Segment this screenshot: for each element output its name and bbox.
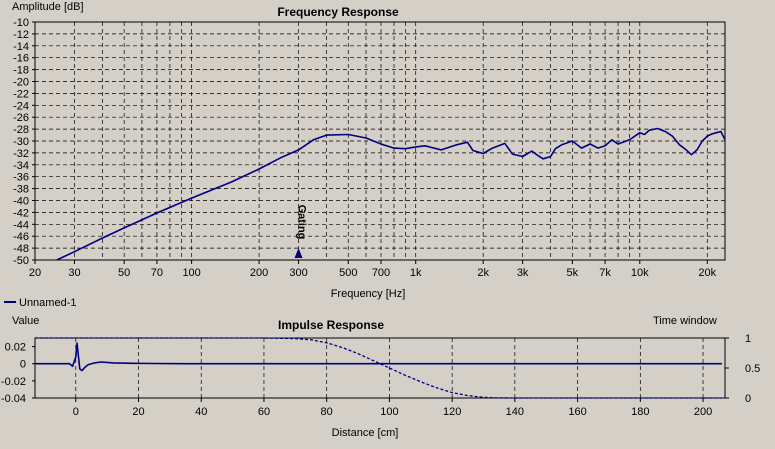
fr-x-tick-label: 3k: [517, 267, 529, 279]
ir-title: Impulse Response: [278, 318, 384, 332]
ir-x-tick-label: 20: [132, 406, 144, 418]
ir-right-tick-label: 1: [745, 333, 751, 345]
ir-right-y-ticks: 10.50: [725, 333, 760, 405]
fr-x-tick-label: 700: [372, 267, 390, 279]
fr-x-tick-label: 5k: [567, 267, 579, 279]
fr-y-tick-label: -28: [13, 124, 29, 136]
fr-y-tick-label: -42: [13, 207, 29, 219]
fr-series: [56, 127, 726, 261]
fr-x-tick-label: 2k: [477, 267, 489, 279]
fr-y-tick-label: -40: [13, 196, 29, 208]
ir-x-tick-label: 160: [568, 406, 586, 418]
fr-y-axis-label: Amplitude [dB]: [12, 1, 84, 13]
ir-right-tick-label: 0: [745, 393, 751, 405]
fr-y-tick-label: -22: [13, 88, 29, 100]
fr-x-tick-label: 100: [182, 267, 200, 279]
fr-y-ticks: -10-12-14-16-18-20-22-24-26-28-30-32-34-…: [13, 17, 35, 267]
ir-y-axis-label: Value: [12, 315, 39, 327]
gating-arrow-icon: [294, 248, 303, 258]
fr-y-tick-label: -34: [13, 160, 29, 172]
ir-x-axis-label: Distance [cm]: [332, 427, 399, 439]
fr-x-tick-label: 500: [339, 267, 357, 279]
fr-x-axis-label: Frequency [Hz]: [331, 288, 406, 300]
gating-label: Gating: [296, 205, 308, 240]
ir-x-tick-label: 0: [73, 406, 79, 418]
ir-time-window-line: [35, 337, 722, 399]
ir-x-tick-label: 180: [631, 406, 649, 418]
ir-series: [35, 337, 722, 399]
fr-y-tick-label: -10: [13, 17, 29, 29]
fr-y-tick-label: -30: [13, 136, 29, 148]
legend-label-unnamed-1: Unnamed-1: [19, 297, 76, 309]
fr-y-tick-label: -16: [13, 53, 29, 65]
gating-marker[interactable]: Gating: [294, 205, 308, 258]
fr-y-tick-label: -36: [13, 172, 29, 184]
fr-x-tick-label: 7k: [599, 267, 611, 279]
fr-x-ticks: 20 30 50 70 100 200 300 500 700 1k 2k 3k 5k 7k 10k 20k: [29, 260, 717, 279]
ir-y-tick-label: -0.02: [1, 376, 26, 388]
ir-x-tick-label: 60: [258, 406, 270, 418]
ir-y-tick-label: -0.04: [1, 393, 26, 405]
ir-right-tick-label: 0.5: [745, 363, 760, 375]
ir-x-tick-label: 80: [321, 406, 333, 418]
fr-y-tick-label: -44: [13, 219, 29, 231]
fr-y-tick-label: -20: [13, 77, 29, 89]
fr-x-tick-label: 50: [118, 267, 130, 279]
fr-y-tick-label: -26: [13, 112, 29, 124]
ir-y-ticks: 0.02 0 -0.02 -0.04: [1, 342, 35, 405]
ir-impulse-line: [35, 342, 722, 372]
ir-x-tick-label: 140: [506, 406, 524, 418]
fr-series-line: [56, 127, 726, 261]
fr-x-tick-label: 300: [289, 267, 307, 279]
fr-title: Frequency Response: [277, 5, 399, 19]
fr-x-tick-label: 30: [68, 267, 80, 279]
fr-grid: [35, 22, 725, 260]
ir-x-tick-label: 120: [443, 406, 461, 418]
fr-y-tick-label: -46: [13, 231, 29, 243]
ir-right-axis-label: Time window: [653, 315, 717, 327]
fr-y-tick-label: -48: [13, 243, 29, 255]
fr-x-tick-label: 20k: [698, 267, 716, 279]
fr-x-tick-label: 20: [29, 267, 41, 279]
fr-x-tick-label: 200: [250, 267, 268, 279]
ir-y-tick-label: 0: [20, 359, 26, 371]
ir-x-tick-label: 200: [694, 406, 712, 418]
fr-y-tick-label: -32: [13, 148, 29, 160]
fr-y-tick-label: -24: [13, 100, 29, 112]
fr-y-tick-label: -38: [13, 184, 29, 196]
fr-y-tick-label: -14: [13, 41, 29, 53]
fr-y-tick-label: -12: [13, 29, 29, 41]
ir-x-tick-label: 100: [380, 406, 398, 418]
fr-x-tick-label: 1k: [410, 267, 422, 279]
ir-y-tick-label: 0.02: [5, 342, 26, 354]
ir-x-tick-label: 40: [195, 406, 207, 418]
fr-y-tick-label: -50: [13, 255, 29, 267]
ir-x-ticks: 0 20 40 60 80 100 120 140 160 180 200: [73, 398, 712, 418]
fr-x-tick-label: 10k: [631, 267, 649, 279]
fr-y-tick-label: -18: [13, 65, 29, 77]
fr-x-tick-label: 70: [151, 267, 163, 279]
